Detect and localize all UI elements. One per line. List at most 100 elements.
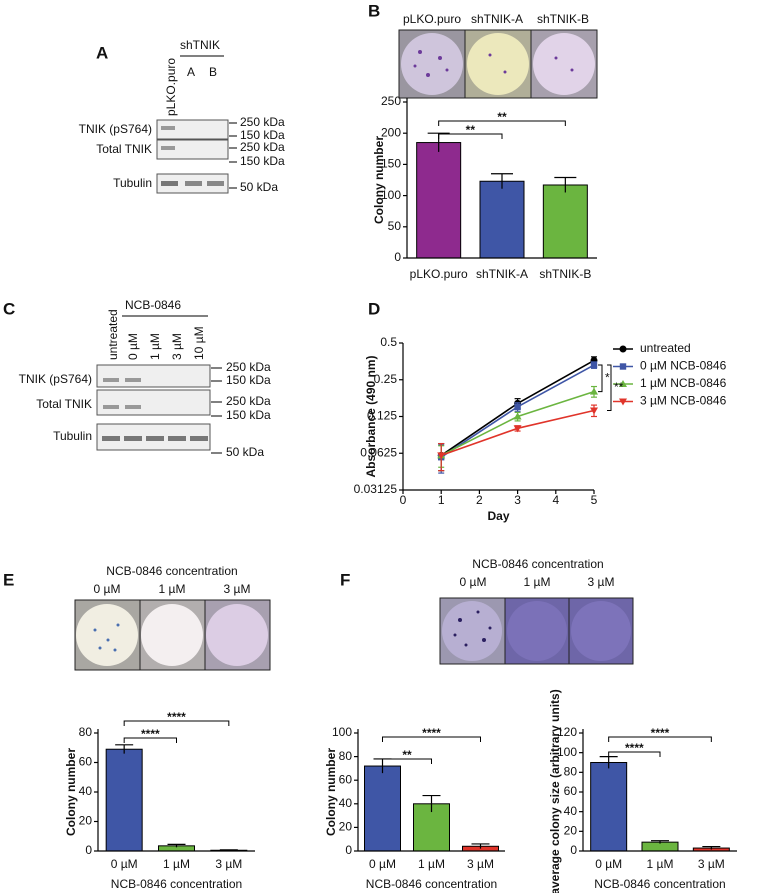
band (161, 146, 175, 150)
y-tick-label: 60 (79, 755, 93, 769)
legend-marker (619, 380, 627, 387)
significance-label: **** (141, 727, 160, 741)
row-label: TNIK (pS764) (79, 122, 152, 136)
significance-bracket (608, 751, 661, 757)
x-tick-label: 0 (400, 493, 407, 507)
plate-label: pLKO.puro (403, 12, 461, 26)
y-tick-label: 40 (564, 804, 578, 818)
marker-label: 250 kDa (226, 394, 271, 408)
legend-label: 3 µM NCB-0846 (640, 394, 727, 408)
y-tick-label: 60 (564, 784, 578, 798)
y-tick-label: 0 (570, 843, 577, 857)
plate-title: NCB-0846 concentration (106, 564, 237, 578)
x-tick-label: 0 µM (369, 857, 396, 871)
plate-label: 3 µM (224, 582, 251, 596)
y-tick-label: 100 (332, 725, 352, 739)
group-label: shTNIK (180, 38, 220, 52)
marker (513, 425, 522, 433)
y-axis-label: Colony number (64, 748, 78, 836)
legend-marker (619, 345, 627, 353)
lane-label: 0 µM (126, 333, 140, 360)
legend-label: 1 µM NCB-0846 (640, 376, 727, 390)
significance-bracket (382, 736, 481, 742)
marker (514, 403, 521, 411)
significance-label: ** (614, 380, 624, 394)
panel-letter: C (3, 299, 15, 318)
lane-label: 1 µM (148, 333, 162, 360)
y-tick-label: 40 (79, 784, 93, 798)
row-label: Tubulin (113, 176, 152, 190)
blot-row (156, 139, 229, 160)
lane-label: pLKO.puro (164, 58, 178, 116)
marker-label: 250 kDa (240, 140, 285, 154)
x-tick-label: 1 µM (647, 857, 674, 871)
bar (542, 184, 588, 259)
y-tick-label: 200 (381, 125, 401, 139)
x-tick-label: 1 µM (418, 857, 445, 871)
lane-label: 10 µM (192, 326, 206, 360)
blot-a: pLKO.puro shTNIK A B TNIK (pS764) Total … (79, 38, 285, 194)
y-tick-label: 120 (557, 725, 577, 739)
significance-label: **** (651, 726, 670, 740)
band (185, 181, 202, 186)
y-tick-label: 250 (381, 94, 401, 108)
x-axis-label: Day (487, 509, 509, 523)
plate-label: shTNIK-A (471, 12, 523, 26)
blot-row (156, 119, 229, 140)
y-axis-label: average colony size (arbitrary units) (548, 689, 562, 893)
x-axis-label: NCB-0846 concentration (111, 877, 242, 891)
panel-letter: D (368, 299, 380, 318)
plates-e: NCB-0846 concentration 0 µM 1 µM 3 µM (74, 564, 271, 671)
panel-letter: E (3, 570, 14, 589)
panel-letter: F (340, 570, 350, 589)
bar (416, 142, 462, 259)
significance-bracket (608, 736, 712, 742)
y-tick-label: 0 (394, 250, 401, 264)
x-axis-label: NCB-0846 concentration (594, 877, 725, 891)
y-tick-label: 80 (339, 749, 353, 763)
bar (105, 748, 143, 852)
lane-label: B (209, 65, 217, 79)
band (161, 181, 178, 186)
x-tick-label: 4 (552, 493, 559, 507)
marker-label: 250 kDa (240, 115, 285, 129)
legend-label: untreated (640, 341, 691, 355)
y-tick-label: 20 (79, 814, 93, 828)
plate-label: 3 µM (588, 575, 615, 589)
significance-bracket (438, 133, 503, 139)
x-tick-label: 1 (438, 493, 445, 507)
y-axis-label: Colony number (372, 136, 386, 224)
y-tick-label: 60 (339, 772, 353, 786)
bar (364, 765, 401, 852)
marker (437, 452, 446, 460)
significance-label: **** (167, 710, 186, 724)
row-label: Tubulin (53, 429, 92, 443)
significance-label: **** (625, 741, 644, 755)
plate-label: shTNIK-B (537, 12, 589, 26)
y-tick-label: 20 (339, 820, 353, 834)
significance-label: * (605, 370, 610, 384)
significance-bracket (123, 720, 230, 726)
y-tick-label: 0.0625 (360, 445, 397, 459)
legend-marker (619, 398, 627, 406)
y-tick-label: 0.125 (367, 409, 397, 423)
marker-label: 150 kDa (240, 154, 285, 168)
lane-label: untreated (106, 309, 120, 360)
y-tick-label: 0 (85, 843, 92, 857)
significance-label: ** (466, 123, 476, 137)
significance-label: **** (422, 726, 441, 740)
y-tick-label: 20 (564, 824, 578, 838)
x-tick-label: 3 µM (698, 857, 725, 871)
lane-label: A (187, 65, 195, 79)
x-tick-label: 2 (476, 493, 483, 507)
plate-label: 1 µM (159, 582, 186, 596)
row-label: Total TNIK (96, 142, 152, 156)
row-label: Total TNIK (36, 397, 92, 411)
significance-bracket (123, 737, 177, 743)
significance-bracket (438, 120, 566, 126)
significance-label: ** (402, 748, 412, 762)
plates-b: pLKO.puro shTNIK-A shTNIK-B (398, 12, 598, 99)
band (161, 126, 175, 130)
y-tick-label: 100 (557, 745, 577, 759)
